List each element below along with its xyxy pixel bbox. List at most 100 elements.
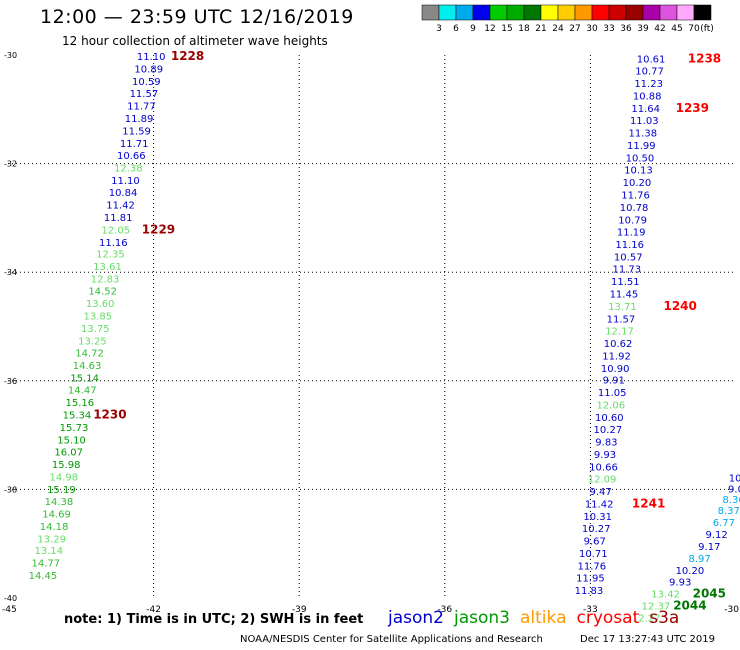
wave-height-value: 11.42: [106, 200, 135, 211]
wave-height-value: 10.89: [134, 65, 163, 76]
wave-height-value: 13.42: [651, 590, 680, 601]
wave-height-value: 10.20: [676, 566, 705, 577]
wave-height-value: 12.27: [632, 614, 661, 625]
time-label: 1229: [142, 222, 175, 236]
wave-height-value: 8.36: [722, 495, 740, 506]
wave-height-value: 6.77: [713, 518, 735, 529]
wave-height-value: 12.17: [605, 326, 634, 337]
wave-height-value: 12.06: [596, 401, 625, 412]
wave-height-value: 10.88: [633, 92, 662, 103]
x-tick-label: -42: [146, 605, 161, 615]
wave-height-value: 10.66: [117, 151, 146, 162]
time-label: 2044: [673, 599, 706, 613]
x-tick-label: -36: [437, 605, 452, 615]
y-tick-label: -36: [4, 377, 17, 386]
timestamp: Dec 17 13:27:43 UTC 2019: [580, 634, 715, 645]
wave-height-value: 11.10: [111, 176, 140, 187]
wave-height-value: 15.14: [70, 374, 99, 385]
wave-height-value: 11.77: [127, 101, 156, 112]
wave-height-value: 11.99: [627, 141, 656, 152]
wave-height-value: 10.27: [582, 524, 611, 535]
wave-height-value: 10.77: [635, 67, 664, 78]
grid-lines: [8, 55, 736, 598]
legend-swatch: [523, 4, 542, 21]
wave-height-value: 11.16: [615, 240, 644, 251]
credit-line: NOAA/NESDIS Center for Satellite Applica…: [240, 634, 543, 645]
wave-height-value: 8.97: [688, 554, 710, 565]
wave-height-value: 14.45: [29, 571, 58, 582]
x-tick-label: -30: [724, 605, 739, 615]
satellite-name: s3a: [649, 608, 680, 628]
wave-height-value: 9.47: [589, 487, 611, 498]
wave-height-value: 13.61: [93, 262, 122, 273]
wave-height-value: 10.61: [637, 54, 666, 65]
legend-label: 27: [569, 24, 580, 34]
legend-label: 12: [484, 24, 495, 34]
wave-height-value: 9.93: [594, 450, 616, 461]
wave-height-value: 10.8: [729, 473, 740, 484]
legend-swatch: [693, 4, 712, 21]
satellite-name: altika: [520, 608, 567, 628]
wave-height-value: 14.18: [40, 522, 69, 533]
wave-height-value: 11.92: [602, 351, 631, 362]
wave-height-value: 9.0: [728, 484, 740, 495]
wave-height-value: 11.83: [575, 586, 604, 597]
legend-swatch: [659, 4, 678, 21]
legend-swatch: [591, 4, 610, 21]
wave-height-value: 12.83: [91, 275, 120, 286]
wave-height-value: 11.16: [99, 238, 128, 249]
wave-height-value: 14.63: [73, 361, 102, 372]
wave-height-value: 11.57: [607, 314, 636, 325]
wave-height-value: 15.16: [66, 398, 95, 409]
legend-label: 36: [620, 24, 632, 34]
legend-swatch: [438, 4, 457, 21]
wave-height-value: 11.71: [120, 139, 149, 150]
wave-height-value: 10.13: [624, 166, 653, 177]
legend-swatch: [421, 4, 440, 21]
chart-title: 12:00 — 23:59 UTC 12/16/2019: [40, 6, 354, 28]
legend-swatch: [676, 4, 695, 21]
wave-height-value: 13.14: [34, 546, 63, 557]
wave-height-value: 10.79: [618, 216, 647, 227]
wave-height-value: 11.19: [617, 227, 646, 238]
wave-height-value: 10.62: [604, 339, 633, 350]
wave-height-value: 11.76: [621, 191, 650, 202]
wave-height-value: 14.47: [68, 385, 97, 396]
wave-height-value: 8.37: [718, 506, 740, 517]
legend-swatch: [557, 4, 576, 21]
wave-height-value: 13.29: [37, 534, 66, 545]
wave-height-value: 11.59: [122, 126, 151, 137]
legend-swatch: [642, 4, 661, 21]
time-label: 1241: [632, 497, 665, 511]
time-label: 1239: [676, 101, 709, 115]
legend-label: 33: [603, 24, 614, 34]
wave-height-value: 11.95: [576, 573, 605, 584]
legend-label: 45: [671, 24, 682, 34]
wave-height-value: 9.83: [595, 438, 617, 449]
wave-height-value: 14.98: [49, 472, 78, 483]
wave-height-value: 15.98: [52, 460, 81, 471]
x-tick-label: -33: [583, 605, 598, 615]
legend-swatch: [574, 4, 593, 21]
wave-height-value: 11.23: [634, 79, 663, 90]
wave-height-value: 14.52: [88, 287, 117, 298]
x-tick-label: -39: [292, 605, 307, 615]
wave-height-value: 10.78: [620, 203, 649, 214]
wave-height-value: 10.27: [594, 425, 623, 436]
wave-height-value: 14.69: [42, 509, 71, 520]
legend-swatch: [506, 4, 525, 21]
wave-height-value: 13.85: [83, 312, 112, 323]
satellite-legend: jason2 jason3 altika cryosat s3a: [388, 608, 689, 628]
legend-label: 24: [552, 24, 564, 34]
wave-height-value: 10.71: [579, 549, 608, 560]
wave-height-value: 10.57: [614, 252, 643, 263]
wave-height-value: 11.81: [104, 213, 133, 224]
wave-height-value: 12.09: [588, 475, 617, 486]
wave-height-value: 10.84: [109, 188, 138, 199]
wave-height-value: 13.75: [81, 324, 110, 335]
wave-height-value: 10.66: [589, 463, 618, 474]
chart-subtitle: 12 hour collection of altimeter wave hei…: [62, 34, 328, 48]
legend-swatch: [608, 4, 627, 21]
wave-height-value: 16.07: [54, 447, 83, 458]
